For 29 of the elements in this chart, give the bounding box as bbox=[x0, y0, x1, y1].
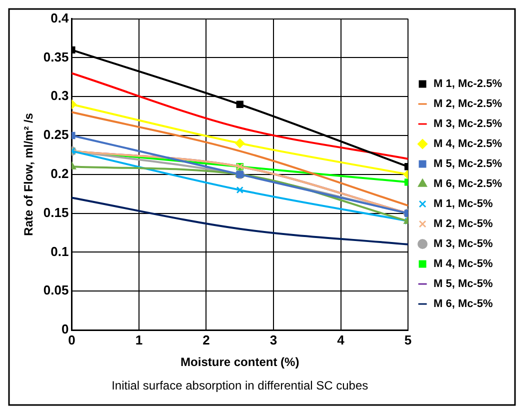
x-tick-label: 1 bbox=[135, 332, 143, 348]
legend-label: M 6, Mc-2.5% bbox=[434, 178, 502, 190]
legend-label: M 3, Mc-5% bbox=[434, 238, 494, 250]
y-axis-title: Rate of Flow, ml/m² /s bbox=[22, 112, 36, 236]
y-tick-label: 0.15 bbox=[43, 204, 69, 220]
y-tick-label: 0.05 bbox=[43, 282, 69, 298]
x-tick-label: 2 bbox=[202, 332, 210, 348]
legend-label: M 6, Mc-5% bbox=[434, 298, 494, 310]
legend-label: M 1, Mc-5% bbox=[434, 198, 494, 210]
y-tick-label: 0.4 bbox=[50, 10, 70, 26]
legend-label: M 5, Mc-2.5% bbox=[434, 158, 502, 170]
y-tick-label: 0.3 bbox=[50, 88, 69, 104]
legend-label: M 2, Mc-2.5% bbox=[434, 98, 502, 110]
x-axis-title: Moisture content (%) bbox=[180, 355, 300, 370]
y-tick-label: 0.35 bbox=[43, 49, 69, 64]
legend-label: M 3, Mc-2.5% bbox=[434, 118, 502, 130]
y-tick-label: 0.2 bbox=[50, 166, 69, 181]
x-tick-label: 3 bbox=[270, 332, 278, 348]
x-tick-label: 5 bbox=[404, 332, 412, 348]
text: Initial surface absorption in differential SC cubes bbox=[112, 378, 368, 392]
y-tick-label: 0 bbox=[61, 322, 69, 337]
x-tick-label: 4 bbox=[337, 332, 346, 348]
legend-label: M 4, Mc-2.5% bbox=[434, 138, 502, 150]
legend-label: M 5, Mc-5% bbox=[434, 278, 494, 290]
legend-label: M 4, Mc-5% bbox=[434, 258, 494, 270]
y-tick-label: 0.25 bbox=[43, 127, 69, 142]
legend-label: M 1, Mc-2.5% bbox=[434, 78, 502, 90]
y-tick-label: 0.1 bbox=[50, 244, 69, 259]
legend-label: M 2, Mc-5% bbox=[434, 218, 494, 230]
